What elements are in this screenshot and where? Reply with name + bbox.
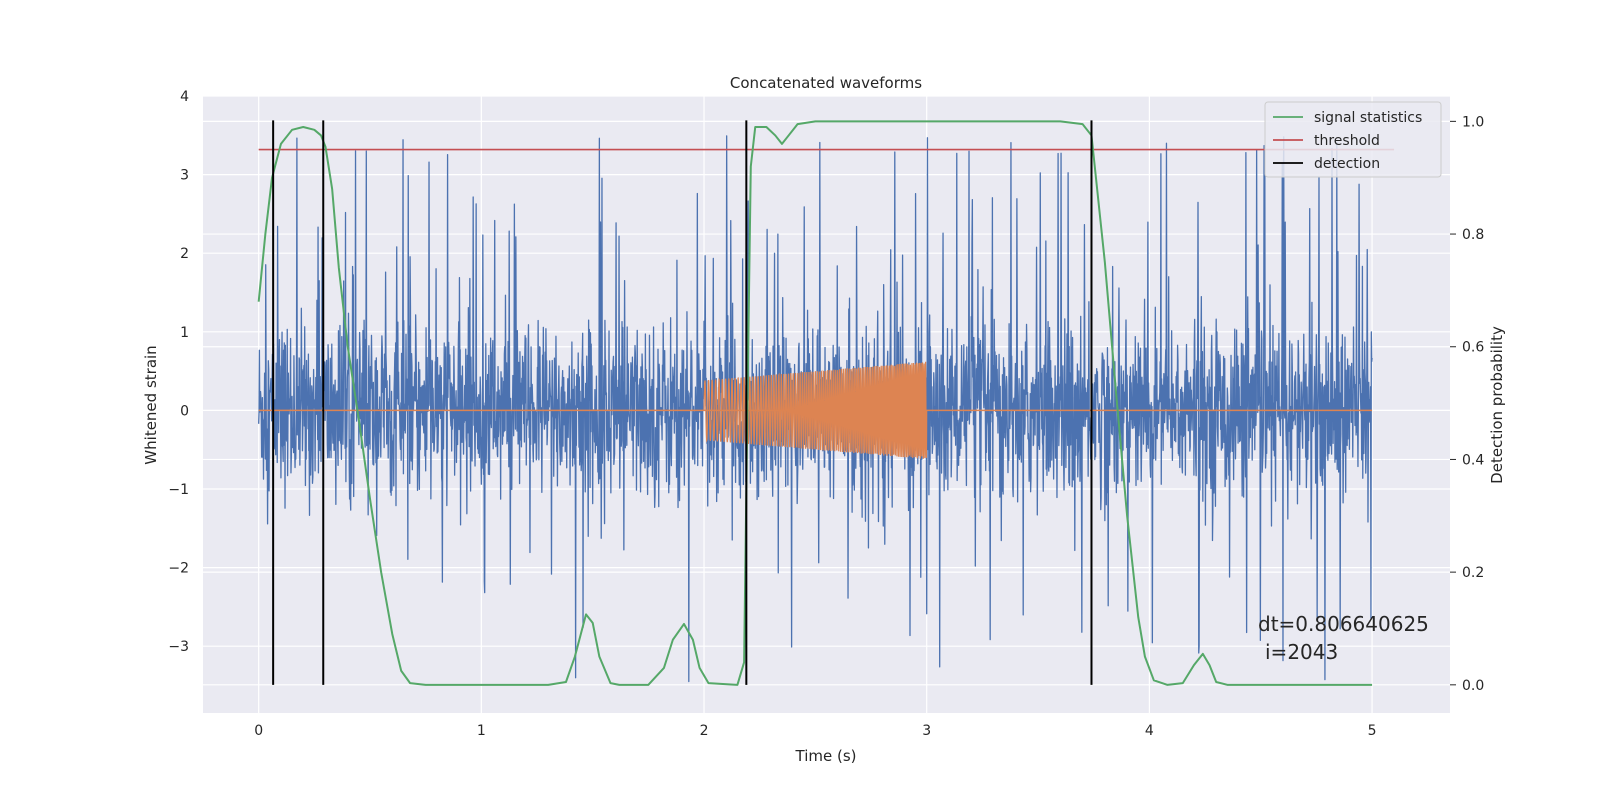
y2-tick-label: 1.0 (1462, 114, 1484, 130)
y-tick-label: −3 (168, 639, 189, 655)
x-tick-label: 1 (477, 723, 486, 739)
axis-ticks: 0 1 2 3 4 5 −3 −2 −1 0 1 2 3 4 0.0 0.2 0.4 0.6 0.8 1.0 (168, 89, 1484, 739)
y-tick-label: 4 (180, 89, 189, 105)
x-tick-label: 0 (254, 723, 263, 739)
series-strain-line (258, 135, 1373, 683)
y-tick-label: −2 (168, 561, 189, 577)
y2-axis-label: Detection probability (1488, 326, 1506, 484)
series-waveform-chirp (703, 361, 928, 459)
y-tick-label: 1 (180, 325, 189, 341)
annotation-dt: dt=0.806640625 (1258, 612, 1429, 636)
x-tick-label: 4 (1145, 723, 1154, 739)
annotation-i: i=2043 (1265, 640, 1338, 664)
legend: signal statistics threshold detection (1264, 101, 1442, 178)
y-tick-label: 3 (180, 168, 189, 184)
legend-label-detection: detection (1314, 156, 1380, 172)
x-tick-label: 2 (700, 723, 709, 739)
y-axis-label: Whitened strain (142, 345, 160, 464)
y2-tick-label: 0.0 (1462, 678, 1484, 694)
legend-label-signal: signal statistics (1314, 110, 1422, 126)
x-tick-label: 3 (922, 723, 931, 739)
series-signal-statistics-line (257, 120, 1373, 686)
x-axis-label: Time (s) (795, 747, 857, 765)
legend-label-threshold: threshold (1314, 133, 1380, 149)
y-tick-label: 0 (180, 403, 189, 419)
y2-tick-label: 0.8 (1462, 227, 1484, 243)
x-tick-label: 5 (1368, 723, 1377, 739)
y2-tick-label: 0.2 (1462, 565, 1484, 581)
legend-box (1264, 101, 1442, 178)
plot-area (257, 120, 1395, 686)
chart-title: Concatenated waveforms (730, 74, 922, 92)
y2-tick-label: 0.4 (1462, 452, 1484, 468)
y2-tick-label: 0.6 (1462, 340, 1484, 356)
y-tick-label: −1 (168, 482, 189, 498)
y-tick-label: 2 (180, 246, 189, 262)
